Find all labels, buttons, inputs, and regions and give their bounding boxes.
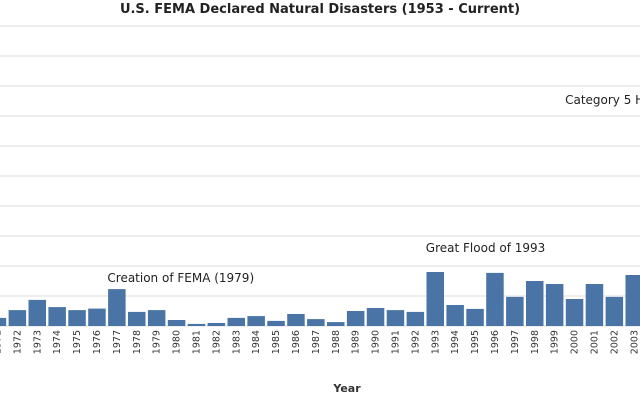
bar-1997 xyxy=(506,296,524,326)
annotation-label: Great Flood of 1993 xyxy=(426,241,546,255)
bar-1983 xyxy=(227,317,245,326)
bar-1984 xyxy=(247,316,265,326)
x-tick-label: 2001 xyxy=(589,330,600,354)
bar-1993 xyxy=(426,272,444,326)
x-tick-label: 1987 xyxy=(311,330,322,354)
x-tick-label: 1973 xyxy=(32,330,43,354)
bar-1972 xyxy=(8,310,27,326)
x-tick-label: 1978 xyxy=(132,330,143,354)
bar-1990 xyxy=(366,308,385,326)
x-tick-label: 1990 xyxy=(371,330,382,354)
bar-1971 xyxy=(0,317,7,326)
x-axis-label: Year xyxy=(333,382,361,395)
x-tick-label: 1974 xyxy=(52,330,63,354)
bar-1986 xyxy=(287,314,305,326)
annotation-label: Category 5 Hurrica xyxy=(565,93,640,107)
bar-1985 xyxy=(267,320,285,326)
bar-1992 xyxy=(406,311,425,326)
x-tick-label: 1986 xyxy=(291,330,302,354)
x-tick-labels: 1971 1972 1973 1974 1975 1976 1977 1978 1979 1980… xyxy=(0,330,640,354)
x-tick-label: 1991 xyxy=(390,330,401,354)
bar-1995 xyxy=(466,308,484,326)
x-tick-label: 1975 xyxy=(72,330,83,354)
bar-1987 xyxy=(307,319,325,326)
x-tick-label: 1993 xyxy=(430,330,441,354)
bar-1977 xyxy=(108,289,126,326)
x-tick-label: 1994 xyxy=(450,330,461,354)
x-tick-label: 1995 xyxy=(470,330,481,354)
bar-1978 xyxy=(128,311,146,326)
bar-2000 xyxy=(565,299,584,326)
bar-1976 xyxy=(88,308,106,326)
x-tick-label: 1980 xyxy=(172,330,183,354)
bar-1999 xyxy=(545,284,564,326)
bar-1973 xyxy=(28,299,46,326)
x-tick-label: 2003 xyxy=(629,330,640,354)
bars xyxy=(0,272,640,326)
gridlines xyxy=(0,25,640,327)
x-tick-label: 1983 xyxy=(231,330,242,354)
bar-1988 xyxy=(327,322,345,326)
bar-1991 xyxy=(386,310,405,326)
x-tick-label: 1988 xyxy=(331,330,342,354)
bar-2002 xyxy=(605,296,624,326)
x-tick-label: 1976 xyxy=(92,330,103,354)
x-tick-label: 1982 xyxy=(211,330,222,354)
x-tick-label: 1972 xyxy=(12,330,23,354)
x-tick-label: 1985 xyxy=(271,330,282,354)
x-tick-label: 1971 xyxy=(0,330,3,354)
bar-1975 xyxy=(68,310,86,326)
x-tick-label: 1998 xyxy=(530,330,541,354)
x-tick-label: 1992 xyxy=(410,330,421,354)
bar-2003 xyxy=(625,275,640,326)
x-tick-label: 1996 xyxy=(490,330,501,354)
annotation-label: Creation of FEMA (1979) xyxy=(107,271,254,285)
chart-title: U.S. FEMA Declared Natural Disasters (19… xyxy=(119,2,521,17)
x-tick-label: 1999 xyxy=(550,330,561,354)
x-tick-label: 1979 xyxy=(152,330,163,354)
x-tick-label: 2002 xyxy=(609,330,620,354)
x-tick-label: 1981 xyxy=(191,330,202,354)
x-tick-label: 1977 xyxy=(112,330,123,354)
x-tick-label: 1989 xyxy=(351,330,362,354)
bar-1994 xyxy=(446,305,464,326)
x-tick-label: 1984 xyxy=(251,330,262,354)
bar-1979 xyxy=(147,310,166,326)
x-tick-label: 2000 xyxy=(570,330,581,354)
annotations: Creation of FEMA (1979) Great Flood of 19… xyxy=(107,93,640,285)
bar-1996 xyxy=(486,272,504,326)
bar-1974 xyxy=(48,307,66,326)
bar-1981 xyxy=(187,323,206,326)
bar-1989 xyxy=(346,311,365,326)
bar-1998 xyxy=(526,281,544,326)
bar-2001 xyxy=(585,284,604,326)
x-tick-label: 1997 xyxy=(510,330,521,354)
bar-1982 xyxy=(207,323,226,326)
bar-1980 xyxy=(167,320,186,326)
